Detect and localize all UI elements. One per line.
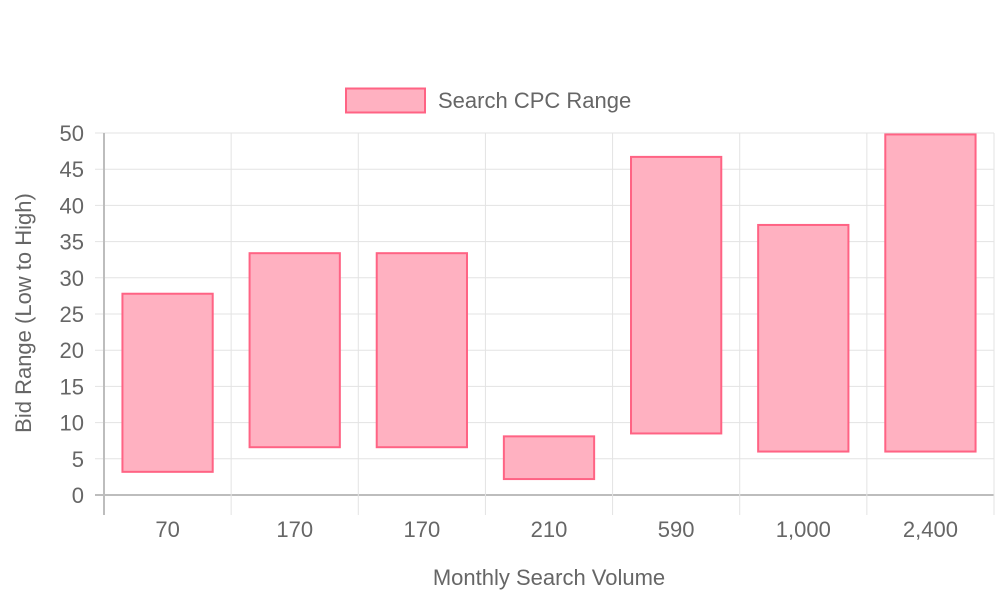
x-tick-label: 170 xyxy=(276,517,313,542)
axes: 0 5 10 15 20 25 30 35 40 45 50 70 170 170 210 590 1,000 2… xyxy=(60,121,958,542)
y-tick-label: 40 xyxy=(60,193,84,218)
y-tick-label: 25 xyxy=(60,302,84,327)
y-tick-label: 5 xyxy=(72,447,84,472)
y-axis-title: Bid Range (Low to High) xyxy=(11,193,36,433)
range-bar xyxy=(502,435,596,481)
x-tick-label: 2,400 xyxy=(903,517,958,542)
legend-label: Search CPC Range xyxy=(438,88,631,113)
x-tick-label: 590 xyxy=(658,517,695,542)
x-tick-label: 1,000 xyxy=(776,517,831,542)
range-bar xyxy=(375,252,468,449)
range-bar xyxy=(248,252,341,449)
legend-swatch xyxy=(345,87,426,114)
y-tick-label: 15 xyxy=(60,374,84,399)
x-tick-label: 70 xyxy=(155,517,179,542)
y-tick-label: 20 xyxy=(60,338,84,363)
y-tick-label: 0 xyxy=(72,483,84,508)
range-bar xyxy=(757,223,850,453)
x-axis-title: Monthly Search Volume xyxy=(433,565,665,590)
y-tick-label: 10 xyxy=(60,411,84,436)
x-tick-label: 210 xyxy=(531,517,568,542)
range-bar xyxy=(884,133,977,453)
y-tick-label: 50 xyxy=(60,121,84,146)
x-tick-label: 170 xyxy=(403,517,440,542)
range-bar xyxy=(630,155,723,435)
bars xyxy=(121,133,977,481)
y-tick-label: 30 xyxy=(60,266,84,291)
grid xyxy=(95,132,995,515)
y-tick-label: 35 xyxy=(60,230,84,255)
range-bar xyxy=(121,292,214,473)
y-tick-label: 45 xyxy=(60,157,84,182)
legend: Search CPC Range xyxy=(345,87,631,114)
